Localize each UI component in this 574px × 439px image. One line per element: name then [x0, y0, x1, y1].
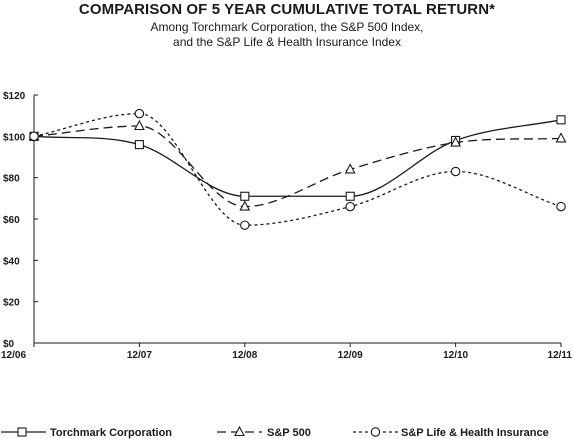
y-tick-label: $60 [3, 215, 20, 226]
x-tick-label: 12/11 [548, 350, 573, 361]
legend-label: S&P Life & Health Insurance [401, 427, 549, 439]
data-point-square-marker [556, 115, 566, 125]
x-tick-label: 12/10 [443, 350, 468, 361]
chart-subtitle-line-2: and the S&P Life & Health Insurance Inde… [173, 35, 401, 49]
chart-legend: Torchmark Corporation S&P 500 S&P Life & H… [1, 425, 549, 439]
legend-label: Torchmark Corporation [50, 427, 172, 439]
legend-marker-square [17, 427, 27, 437]
x-tick-label: 12/06 [1, 350, 26, 361]
series-square [29, 115, 566, 201]
x-tick-label: 12/08 [232, 350, 257, 361]
legend-item: S&P Life & Health Insurance [353, 427, 549, 439]
data-point-circle-marker [240, 220, 250, 230]
legend-item: S&P 500 [217, 425, 311, 439]
data-point-circle-marker [450, 166, 461, 177]
y-tick-label: $0 [3, 339, 15, 350]
y-tick-label: $20 [3, 298, 20, 309]
data-point-circle-marker [345, 201, 355, 212]
data-point-triangle-marker [239, 200, 251, 211]
y-tick-label: $100 [3, 132, 26, 143]
x-tick-label: 12/07 [127, 350, 152, 361]
data-point-square-marker [240, 191, 250, 201]
series-line-square [33, 119, 562, 197]
data-point-triangle-marker [133, 119, 145, 131]
series-line-triangle [33, 125, 562, 208]
data-point-circle-marker [134, 108, 145, 119]
data-point-square-marker [134, 140, 144, 150]
data-point-triangle-marker [555, 132, 567, 143]
legend-marker-circle [370, 427, 381, 437]
chart-title: COMPARISON OF 5 YEAR CUMULATIVE TOTAL RE… [78, 1, 496, 18]
series-line-circle [33, 112, 562, 226]
y-tick-label: $120 [3, 91, 26, 102]
chart-subtitle-line-1: Among Torchmark Corporation, the S&P 500… [150, 20, 424, 34]
y-tick-label: $80 [3, 174, 20, 185]
data-point-circle-marker [29, 131, 39, 142]
data-point-triangle-marker [450, 136, 462, 147]
data-point-square-marker [345, 191, 355, 201]
x-tick-label: 12/09 [338, 350, 363, 361]
legend-item: Torchmark Corporation [1, 427, 172, 439]
data-point-circle-marker [556, 201, 566, 212]
legend-marker-triangle [234, 425, 245, 437]
series-circle [29, 108, 566, 230]
legend-label: S&P 500 [267, 427, 311, 439]
chart-series [28, 108, 567, 230]
data-point-triangle-marker [344, 163, 356, 174]
y-tick-label: $40 [3, 256, 20, 267]
